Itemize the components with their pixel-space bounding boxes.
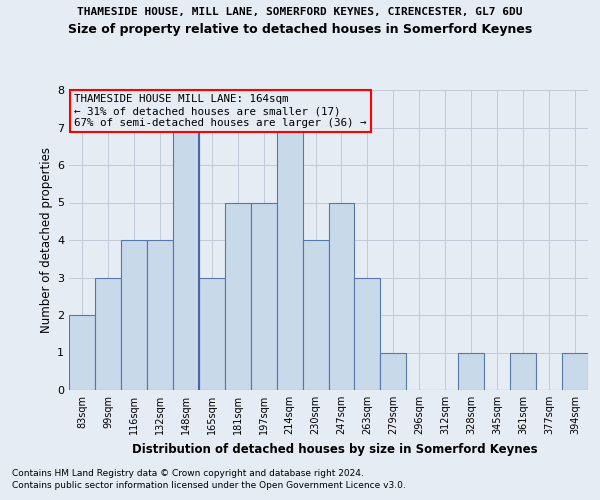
Bar [173,128,199,390]
Bar [380,352,406,390]
Text: Contains public sector information licensed under the Open Government Licence v3: Contains public sector information licen… [12,481,406,490]
Text: THAMESIDE HOUSE MILL LANE: 164sqm
← 31% of detached houses are smaller (17)
67% : THAMESIDE HOUSE MILL LANE: 164sqm ← 31% … [74,94,367,128]
Text: THAMESIDE HOUSE, MILL LANE, SOMERFORD KEYNES, CIRENCESTER, GL7 6DU: THAMESIDE HOUSE, MILL LANE, SOMERFORD KE… [77,8,523,18]
Bar [199,278,224,390]
Bar [562,352,588,390]
Text: Distribution of detached houses by size in Somerford Keynes: Distribution of detached houses by size … [131,442,538,456]
Bar [95,278,121,390]
Text: Contains HM Land Registry data © Crown copyright and database right 2024.: Contains HM Land Registry data © Crown c… [12,468,364,477]
Bar [458,352,484,390]
Bar [510,352,536,390]
Bar [302,240,329,390]
Y-axis label: Number of detached properties: Number of detached properties [40,147,53,333]
Bar [225,202,251,390]
Text: Size of property relative to detached houses in Somerford Keynes: Size of property relative to detached ho… [68,22,532,36]
Bar [251,202,277,390]
Bar [355,278,380,390]
Bar [121,240,147,390]
Bar [329,202,355,390]
Bar [69,315,95,390]
Bar [277,128,302,390]
Bar [147,240,173,390]
